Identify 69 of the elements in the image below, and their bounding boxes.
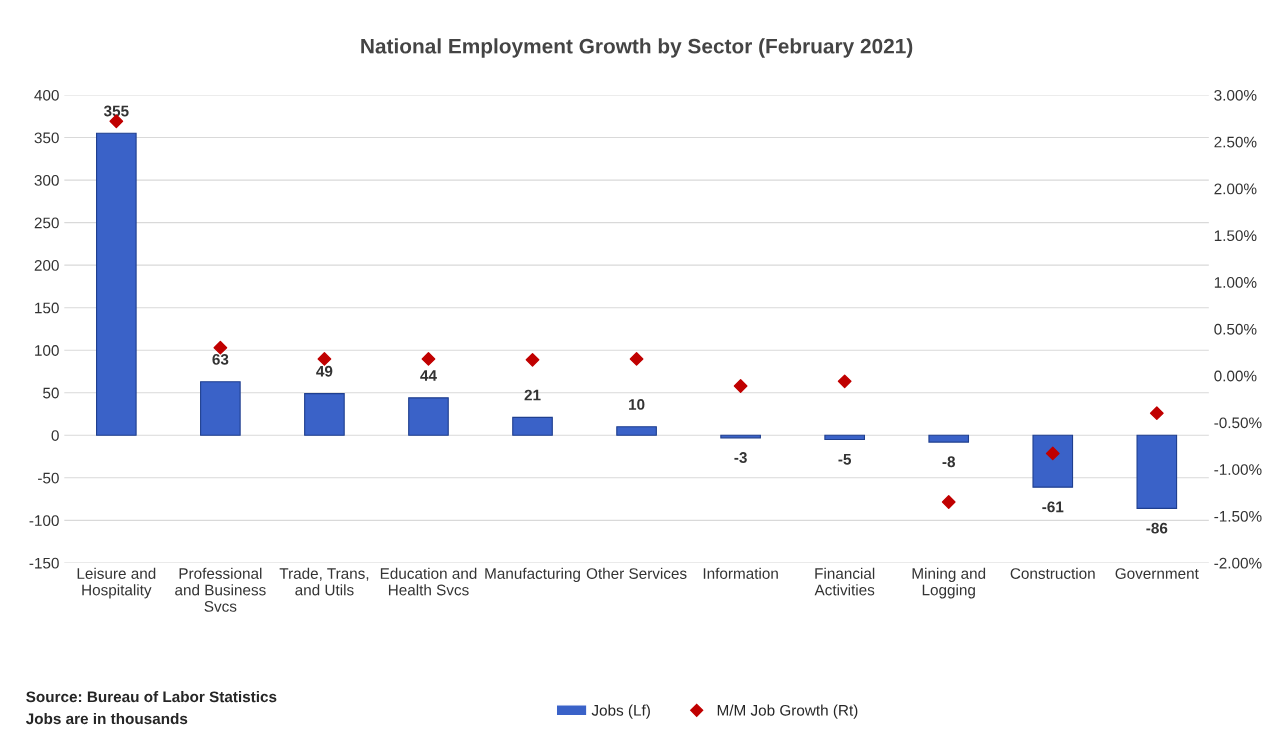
x-tick-label: Leisure and Hospitality: [77, 567, 156, 599]
y2-tick-label: -1.00%: [1214, 464, 1262, 475]
legend-label: Jobs (Lf): [591, 704, 650, 719]
bar: [824, 434, 865, 441]
x-tick-label: Financial Activities: [814, 567, 875, 596]
y-tick-label: 300: [34, 174, 59, 186]
x-tick-label: Mining and Logging: [912, 567, 986, 599]
bar: [512, 416, 553, 436]
y2-tick-label: -2.00%: [1214, 557, 1262, 569]
y2-tick-label: -1.50%: [1214, 510, 1262, 522]
point: [629, 351, 644, 366]
bar: [304, 393, 345, 436]
y2-tick-label: -0.50%: [1214, 417, 1262, 429]
point: [213, 340, 228, 355]
y-tick-label: -50: [38, 472, 59, 484]
bar: [96, 132, 137, 436]
data-label: 44: [420, 370, 437, 381]
y-tick-label: 200: [34, 260, 59, 271]
point: [525, 352, 540, 367]
y-tick-label: 150: [35, 302, 59, 314]
y-tick-label: 100: [35, 345, 59, 356]
x-tick-label: Education and Health Svcs: [380, 567, 477, 596]
data-label: -61: [1042, 501, 1064, 513]
x-tick-label: Manufacturing: [485, 567, 580, 582]
point: [317, 351, 332, 366]
bar: [408, 397, 449, 436]
point: [421, 351, 436, 366]
bar: [1136, 434, 1178, 509]
data-label: -3: [734, 452, 747, 463]
y-tick-label: 50: [43, 387, 59, 399]
bar: [616, 426, 657, 436]
bar: [1032, 434, 1074, 488]
y2-tick-label: 2.50%: [1214, 136, 1257, 148]
y2-tick-label: 1.00%: [1214, 277, 1257, 288]
y2-tick-label: 0.50%: [1214, 323, 1257, 335]
y-tick-label: 350: [34, 132, 59, 144]
y-tick-label: -150: [29, 557, 59, 569]
y-tick-label: 0: [51, 430, 59, 441]
x-tick-label: Government: [1115, 568, 1199, 579]
data-label: 21: [524, 389, 541, 401]
chart-title: National Employment Growth by Sector (February 2021): [361, 38, 913, 58]
data-label: 10: [629, 399, 645, 410]
x-tick-label: Professional and Business Svcs: [175, 567, 266, 612]
data-label: -5: [838, 453, 852, 465]
x-tick-label: Construction: [1010, 567, 1095, 579]
data-label: 49: [316, 365, 333, 377]
data-label: -8: [942, 456, 956, 468]
y2-tick-label: 3.00%: [1214, 89, 1257, 101]
point: [941, 495, 956, 509]
y2-tick-label: 0.00%: [1214, 370, 1257, 382]
x-tick-label: Other Services: [586, 567, 687, 579]
x-tick-label: Trade, Trans, and Utils: [279, 567, 369, 596]
data-label: 355: [103, 105, 129, 117]
point: [1149, 406, 1164, 421]
y-tick-label: 250: [34, 217, 59, 229]
legend-label: M/M Job Growth (Rt): [717, 704, 858, 719]
y2-tick-label: 2.00%: [1214, 183, 1257, 195]
source-note: Source: Bureau of Labor Statistics: [26, 690, 277, 703]
y2-tick-label: 1.50%: [1214, 230, 1257, 242]
bar: [928, 434, 970, 443]
text: Jobs are in thousands: [25, 712, 188, 725]
point: [837, 374, 852, 389]
x-tick-label: Information: [703, 567, 778, 579]
data-label: 63: [212, 353, 229, 365]
bar: [200, 381, 241, 436]
point: [733, 379, 748, 393]
y-tick-label: -100: [29, 515, 59, 527]
y-tick-label: 400: [34, 89, 59, 101]
data-label: -86: [1146, 522, 1168, 534]
